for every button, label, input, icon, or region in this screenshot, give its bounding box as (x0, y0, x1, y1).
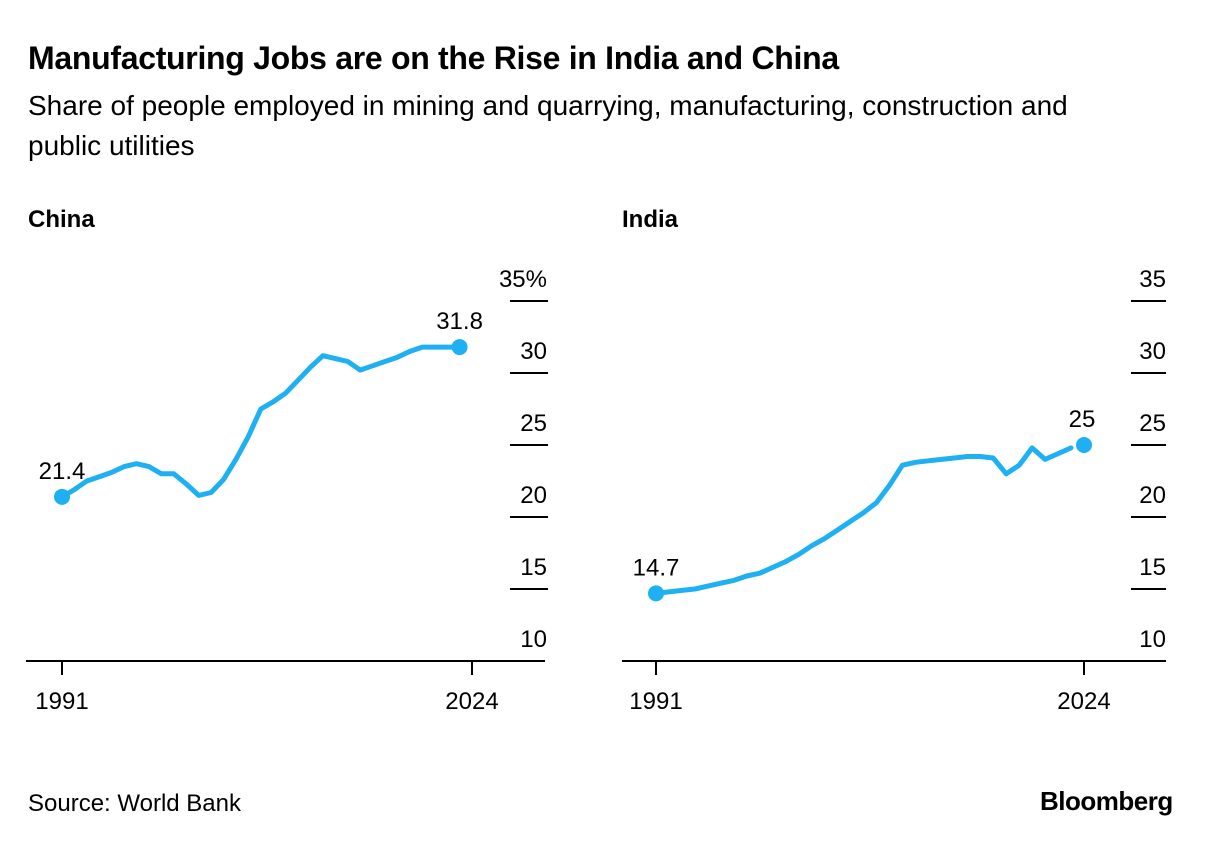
india-y-tick-label: 15 (1139, 554, 1166, 581)
china-y-tick-label: 10 (520, 626, 547, 653)
india-y-tick-label: 10 (1139, 626, 1166, 653)
china-data-label: 31.8 (436, 308, 483, 335)
india-data-label: 14.7 (633, 554, 680, 581)
india-endpoint-marker (1076, 437, 1092, 453)
chart-subtitle: Share of people employed in mining and q… (28, 90, 1068, 161)
china-y-tick-label: 30 (520, 338, 547, 365)
india-y-tick-label: 20 (1139, 482, 1166, 509)
china-endpoint-marker (54, 488, 70, 505)
india-series-line (653, 445, 1074, 596)
china-y-tick-label: 15 (520, 554, 547, 581)
bloomberg-logo: Bloomberg (1040, 786, 1173, 816)
china-series-line (59, 344, 463, 500)
india-y-tick-label: 25 (1139, 410, 1166, 437)
china-line-chart: 10 15 20 25 30 35% 1991 2024 21.4 31.8 (26, 266, 548, 715)
china-x-tick-label: 2024 (445, 688, 498, 715)
india-data-label: 25 (1069, 406, 1096, 433)
china-data-label: 21.4 (39, 458, 86, 485)
chart-title: Manufacturing Jobs are on the Rise in In… (28, 40, 839, 76)
china-x-tick-label: 1991 (35, 688, 88, 715)
india-y-tick-label: 35 (1139, 266, 1166, 293)
india-x-tick-label: 1991 (629, 688, 682, 715)
india-endpoint-marker (648, 585, 664, 602)
china-y-tick-label: 20 (520, 482, 547, 509)
source-note: Source: World Bank (28, 790, 241, 817)
india-x-tick-label: 2024 (1057, 688, 1110, 715)
china-y-tick-label: 35% (499, 266, 547, 293)
china-y-tick-label: 25 (520, 410, 547, 437)
china-endpoint-marker (451, 339, 468, 356)
india-y-tick-label: 30 (1139, 338, 1166, 365)
india-panel-title: India (622, 206, 679, 233)
china-panel-title: China (28, 206, 95, 233)
